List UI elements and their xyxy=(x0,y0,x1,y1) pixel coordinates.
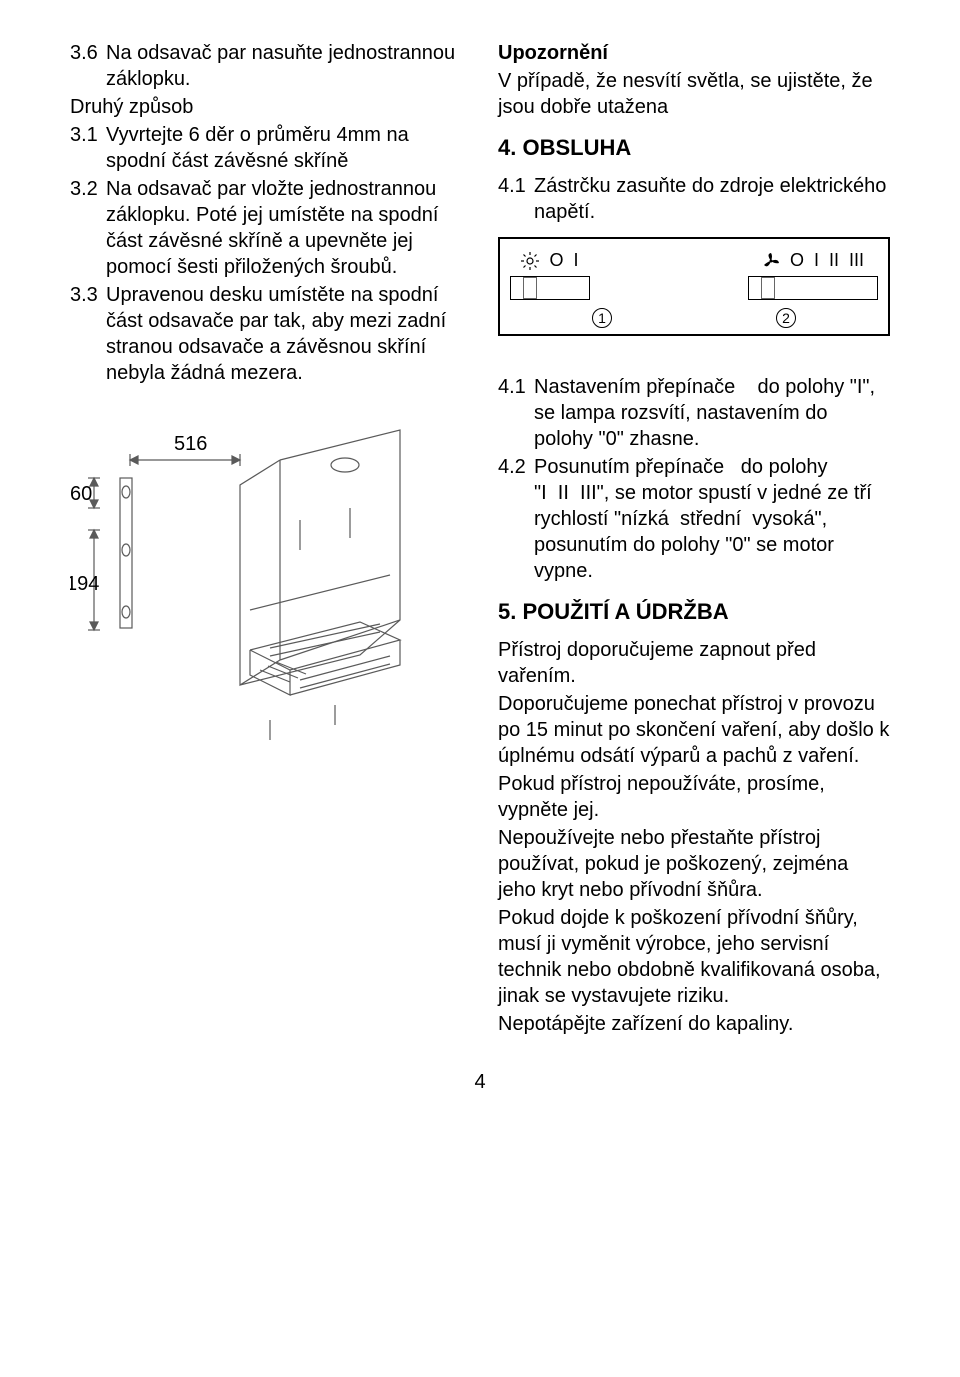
light-switch-track xyxy=(510,276,590,300)
switch-knob xyxy=(761,277,775,299)
item-text: Vyvrtejte 6 děr o průměru 4mm na spodní … xyxy=(106,122,462,174)
sec5-p5: Pokud dojde k poškození přívodní šňůry, … xyxy=(498,905,890,1009)
sec5-p3: Pokud přístroj nepoužíváte, prosíme, vyp… xyxy=(498,771,890,823)
section-4-title: 4. OBSLUHA xyxy=(498,134,890,163)
item-3-6: 3.6 Na odsavač par nasuňte jednostrannou… xyxy=(70,40,462,92)
dim-516-text: 516 xyxy=(174,433,207,455)
item-text: Na odsavač par nasuňte jednostrannou zák… xyxy=(106,40,462,92)
warning-title: Upozornění xyxy=(498,42,608,64)
item-num: 3.1 xyxy=(70,122,106,174)
sec5-p1: Přístroj doporučujeme zapnout před vařen… xyxy=(498,637,890,689)
switch-label: III xyxy=(849,249,864,272)
installation-diagram: 516 60 194 xyxy=(70,420,462,760)
item-num: 4.1 xyxy=(498,374,534,452)
item-text: Na odsavač par vložte jednostrannou zákl… xyxy=(106,176,462,280)
light-icon xyxy=(521,249,539,272)
item-num: 4.2 xyxy=(498,454,534,584)
circled-1: 1 xyxy=(592,308,612,328)
warning-text: V případě, že nesvítí světla, se ujistět… xyxy=(498,68,890,120)
fan-switch-track xyxy=(748,276,878,300)
item-num: 3.3 xyxy=(70,282,106,386)
item-4-1b: 4.1 Nastavením přepínače do polohy "I", … xyxy=(498,374,890,452)
light-switch-group: O I xyxy=(510,249,590,300)
right-column: Upozornění V případě, že nesvítí světla,… xyxy=(498,40,890,1039)
switch-label: I xyxy=(814,249,819,272)
switch-label: II xyxy=(829,249,839,272)
sec5-p4: Nepoužívejte nebo přestaňte přístroj pou… xyxy=(498,825,890,903)
circled-2: 2 xyxy=(776,308,796,328)
item-text: Nastavením přepínače do polohy "I", se l… xyxy=(534,374,890,452)
sec5-p6: Nepotápějte zařízení do kapaliny. xyxy=(498,1011,890,1037)
switch-label: I xyxy=(574,249,579,272)
item-text: Posunutím přepínače do polohy "I II III"… xyxy=(534,454,890,584)
sec5-p2: Doporučujeme ponechat přístroj v provozu… xyxy=(498,691,890,769)
item-3-3: 3.3 Upravenou desku umístěte na spodní č… xyxy=(70,282,462,386)
fan-switch-group: O I II III xyxy=(748,249,878,300)
item-3-1: 3.1 Vyvrtejte 6 děr o průměru 4mm na spo… xyxy=(70,122,462,174)
page-number: 4 xyxy=(70,1069,890,1095)
switch-label: O xyxy=(790,249,804,272)
method2-label: Druhý způsob xyxy=(70,94,462,120)
item-4-2: 4.2 Posunutím přepínače do polohy "I II … xyxy=(498,454,890,584)
section-5-title: 5. POUŽITÍ A ÚDRŽBA xyxy=(498,598,890,627)
left-column: 3.6 Na odsavač par nasuňte jednostrannou… xyxy=(70,40,462,1039)
dim-60-text: 60 xyxy=(70,483,92,505)
fan-icon xyxy=(762,249,780,272)
switch-label: O xyxy=(549,249,563,272)
dim-194-text: 194 xyxy=(70,573,99,595)
item-4-1a: 4.1 Zástrčku zasuňte do zdroje elektrick… xyxy=(498,173,890,225)
item-3-2: 3.2 Na odsavač par vložte jednostrannou … xyxy=(70,176,462,280)
item-text: Zástrčku zasuňte do zdroje elektrického … xyxy=(534,173,890,225)
item-num: 4.1 xyxy=(498,173,534,225)
item-num: 3.6 xyxy=(70,40,106,92)
item-num: 3.2 xyxy=(70,176,106,280)
item-text: Upravenou desku umístěte na spodní část … xyxy=(106,282,462,386)
switch-knob xyxy=(523,277,537,299)
switch-panel-diagram: O I O I II III xyxy=(498,237,890,336)
